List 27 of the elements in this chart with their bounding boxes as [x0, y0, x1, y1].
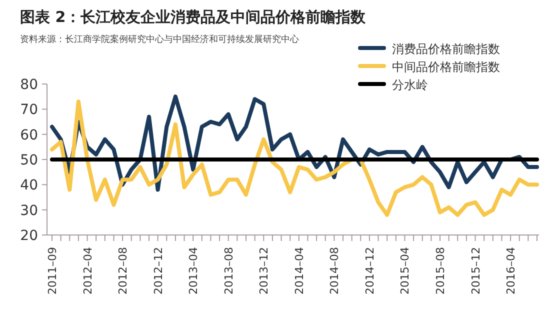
- x-tick-label: 2012–08: [116, 247, 130, 294]
- x-tick-label: 2014–08: [328, 247, 342, 294]
- x-tick-label: 2013–08: [222, 247, 236, 294]
- x-tick-label: 2015–04: [398, 247, 412, 294]
- x-tick-label: 2015–08: [434, 247, 447, 294]
- y-tick-label: 30: [20, 202, 38, 219]
- x-tick-label: 2014–12: [363, 247, 376, 294]
- legend-label: 分水岭: [392, 78, 428, 92]
- y-tick-label: 80: [20, 77, 38, 93]
- x-tick-label: 2011–09: [46, 247, 59, 294]
- chart-subtitle: 资料来源：长江商学院案例研究中心与中国经济和可持续发展研究中心: [20, 34, 299, 45]
- y-tick-label: 40: [20, 178, 38, 194]
- x-tick-label: 2013–12: [258, 247, 271, 294]
- y-tick-label: 60: [20, 127, 38, 144]
- x-tick-label: 2014–04: [292, 247, 306, 294]
- x-tick-label: 2012–04: [81, 247, 94, 294]
- line-series: [50, 100, 539, 217]
- x-tick-label: 2015–12: [469, 247, 482, 294]
- x-tick-label: 2013–04: [187, 247, 200, 294]
- y-tick-label: 20: [20, 228, 38, 244]
- legend-label: 中间品价格前瞻指数: [392, 60, 500, 74]
- x-tick-label: 2016–04: [504, 247, 518, 294]
- y-tick-label: 70: [20, 102, 38, 118]
- legend-label: 消费品价格前瞻指数: [392, 42, 500, 56]
- x-tick-label: 2012–12: [152, 247, 165, 294]
- y-tick-label: 50: [20, 152, 38, 168]
- chart-title: 图表 2：长江校友企业消费品及中间品价格前瞻指数: [20, 8, 367, 26]
